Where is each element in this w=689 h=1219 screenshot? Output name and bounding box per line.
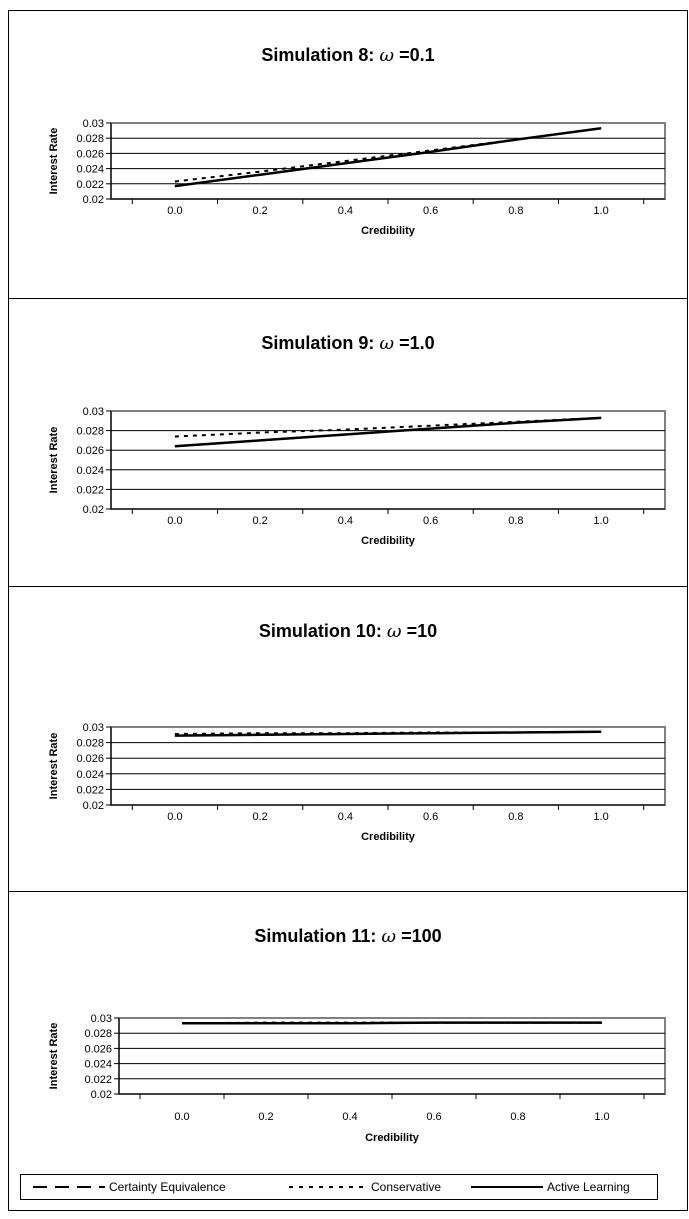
chart-panel-simulation-8: Simulation 8: ω =0.1 0.02 0.022 0.024 0.026 0…	[8, 10, 688, 299]
chart-simulation-9: Simulation 9: ω =1.0 0.02 0.022 0.024 0.026 0…	[48, 333, 666, 547]
x-tick-label: 0.8	[508, 205, 523, 217]
legend-swatch-dotted	[289, 1186, 367, 1188]
x-tick-label: 0.0	[167, 515, 182, 527]
y-tick-label: 0.03	[83, 722, 104, 734]
legend-item-conservative: Conservative	[289, 1175, 441, 1199]
legend-label: Certainty Equivalence	[109, 1180, 226, 1194]
series-line-active-learning	[174, 127, 602, 188]
chart-title-value: =10	[402, 621, 438, 641]
legend-swatch-solid	[471, 1186, 543, 1188]
chart-title: Simulation 9: ω =1.0	[261, 333, 434, 354]
x-tick-label: 0.6	[426, 1111, 441, 1123]
plot-area	[110, 410, 666, 510]
chart-simulation-11: Simulation 11: ω =100 0.02 0.022 0.024 0.026…	[48, 926, 666, 1144]
x-tick-label: 0.4	[342, 1111, 357, 1123]
y-tick-label: 0.024	[76, 164, 104, 176]
y-tick-label: 0.022	[84, 1074, 112, 1086]
x-tick-label: 1.0	[594, 1111, 609, 1123]
legend: Certainty Equivalence Conservative Activ…	[20, 1174, 658, 1200]
y-tick-label: 0.026	[76, 445, 104, 457]
chart-title-text: Simulation 11:	[254, 926, 381, 946]
y-tick-label: 0.028	[76, 738, 104, 750]
y-tick-label: 0.02	[91, 1089, 112, 1101]
legend-label: Conservative	[371, 1180, 442, 1194]
x-tick-label: 0.6	[423, 205, 438, 217]
y-tick-label: 0.03	[83, 406, 104, 418]
legend-item-active-learning: Active Learning	[471, 1175, 630, 1199]
x-axis-label: Credibility	[361, 225, 416, 237]
x-tick-label: 0.8	[510, 1111, 525, 1123]
plot-area	[118, 1017, 666, 1095]
y-tick-label: 0.026	[84, 1043, 112, 1055]
x-tick-label: 0.2	[253, 811, 268, 823]
y-tick-label: 0.026	[76, 753, 104, 765]
plot-area	[110, 122, 666, 200]
x-tick-label: 0.8	[508, 811, 523, 823]
chart-title: Simulation 10: ω =10	[259, 621, 437, 642]
x-tick-label: 0.0	[167, 205, 182, 217]
series-line-active-learning	[174, 416, 602, 448]
y-tick-label: 0.024	[76, 769, 104, 781]
y-tick-label: 0.022	[76, 784, 104, 796]
x-tick-label: 0.6	[423, 515, 438, 527]
chart-simulation-10: Simulation 10: ω =10 0.02 0.022 0.024 0.026 0…	[48, 621, 666, 843]
x-tick-label: 0.4	[338, 205, 353, 217]
chart-title-value: =0.1	[394, 45, 435, 65]
chart-panel-simulation-10: Simulation 10: ω =10 0.02 0.022 0.024 0.026 0…	[8, 586, 688, 892]
chart-title-text: Simulation 9:	[261, 333, 379, 353]
x-tick-label: 0.4	[338, 811, 353, 823]
y-axis-label: Interest Rate	[48, 128, 60, 195]
x-tick-label: 0.2	[253, 515, 268, 527]
chart-panel-simulation-9: Simulation 9: ω =1.0 0.02 0.022 0.024 0.026 0…	[8, 298, 688, 587]
y-tick-label: 0.028	[84, 1028, 112, 1040]
legend-item-certainty-equivalence: Certainty Equivalence	[33, 1175, 226, 1199]
y-tick-label: 0.03	[83, 118, 104, 130]
chart-title-text: Simulation 8:	[261, 45, 379, 65]
omega-symbol: ω	[381, 926, 396, 947]
series-line-active-learning	[174, 730, 602, 737]
y-axis-label: Interest Rate	[48, 733, 60, 800]
omega-symbol: ω	[379, 45, 394, 66]
chart-title: Simulation 8: ω =0.1	[261, 45, 434, 66]
y-tick-label: 0.022	[76, 179, 104, 191]
chart-title-text: Simulation 10:	[259, 621, 387, 641]
chart-title: Simulation 11: ω =100	[254, 926, 441, 947]
x-tick-label: 0.4	[338, 515, 353, 527]
x-tick-label: 0.8	[508, 515, 523, 527]
omega-symbol: ω	[387, 621, 402, 642]
x-tick-label: 1.0	[593, 205, 608, 217]
y-tick-label: 0.028	[76, 426, 104, 438]
x-tick-label: 0.0	[167, 811, 182, 823]
y-tick-label: 0.024	[84, 1059, 112, 1071]
x-axis-label: Credibility	[361, 831, 416, 843]
legend-label: Active Learning	[547, 1180, 630, 1194]
y-axis-label: Interest Rate	[48, 1023, 60, 1090]
chart-simulation-8: Simulation 8: ω =0.1 0.02 0.022 0.024 0.026 0…	[48, 45, 666, 237]
chart-title-value: =1.0	[394, 333, 435, 353]
x-tick-label: 0.6	[423, 811, 438, 823]
chart-panel-simulation-11: Simulation 11: ω =100 0.02 0.022 0.024 0.026…	[8, 891, 688, 1211]
y-tick-label: 0.03	[91, 1013, 112, 1025]
chart-title-value: =100	[396, 926, 442, 946]
y-tick-label: 0.02	[83, 194, 104, 206]
y-axis-label: Interest Rate	[48, 427, 60, 494]
omega-symbol: ω	[379, 333, 394, 354]
series-line-active-learning	[182, 1021, 602, 1025]
x-tick-label: 0.0	[174, 1111, 189, 1123]
y-tick-label: 0.02	[83, 800, 104, 812]
y-tick-label: 0.028	[76, 133, 104, 145]
x-axis-label: Credibility	[361, 535, 416, 547]
x-tick-label: 0.2	[258, 1111, 273, 1123]
x-tick-label: 1.0	[593, 515, 608, 527]
y-tick-label: 0.026	[76, 148, 104, 160]
x-tick-label: 1.0	[593, 811, 608, 823]
y-tick-label: 0.024	[76, 465, 104, 477]
y-tick-label: 0.022	[76, 484, 104, 496]
plot-area	[110, 726, 666, 806]
y-tick-label: 0.02	[83, 504, 104, 516]
legend-swatch-longdash	[33, 1186, 105, 1188]
x-axis-label: Credibility	[365, 1132, 420, 1144]
x-tick-label: 0.2	[253, 205, 268, 217]
